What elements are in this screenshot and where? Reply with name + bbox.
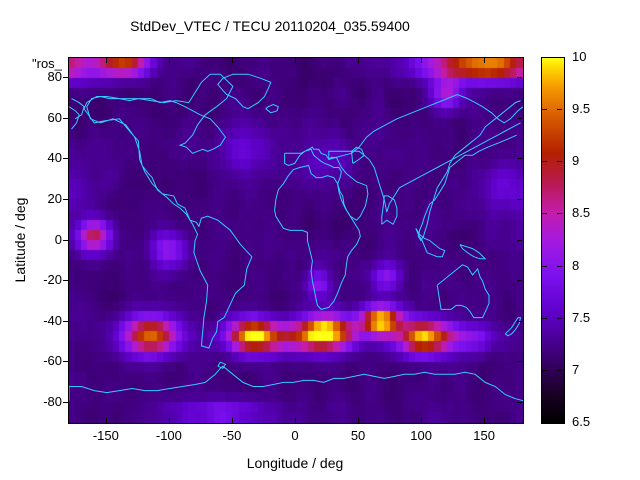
x-tick-label: 50 xyxy=(350,428,366,443)
y-tick-label: -60 xyxy=(43,353,62,369)
x-tick-mark xyxy=(421,418,422,423)
y-tick-mark xyxy=(517,402,522,403)
y-tick-mark xyxy=(63,77,68,78)
heatmap-plot-area[interactable] xyxy=(68,57,524,424)
x-tick-mark xyxy=(484,418,485,423)
colorbar-tick-mark xyxy=(557,266,562,267)
x-tick-label: -150 xyxy=(92,428,119,443)
y-tick-label: -40 xyxy=(43,312,62,328)
y-tick-label: -20 xyxy=(43,272,62,288)
colorbar-tick-label: 9.5 xyxy=(572,101,591,117)
y-tick-mark xyxy=(63,280,68,281)
y-tick-mark xyxy=(517,77,522,78)
x-tick-mark xyxy=(106,58,107,63)
y-tick-label: 80 xyxy=(47,69,62,85)
x-tick-mark xyxy=(295,58,296,63)
x-tick-mark xyxy=(232,418,233,423)
x-tick-mark xyxy=(106,418,107,423)
y-tick-mark xyxy=(63,199,68,200)
y-tick-mark xyxy=(63,321,68,322)
colorbar-tick-mark xyxy=(542,161,547,162)
colorbar-tick-label: 6.5 xyxy=(572,414,591,429)
x-tick-mark xyxy=(295,418,296,423)
y-tick-label: -80 xyxy=(43,393,62,409)
colorbar-tick-mark xyxy=(542,266,547,267)
y-tick-mark xyxy=(517,240,522,241)
colorbar-tick-mark xyxy=(557,213,562,214)
colorbar[interactable] xyxy=(541,57,565,424)
y-tick-label: 20 xyxy=(47,190,62,206)
y-tick-mark xyxy=(517,280,522,281)
y-tick-mark xyxy=(63,402,68,403)
x-tick-mark xyxy=(169,418,170,423)
colorbar-tick-mark xyxy=(542,213,547,214)
x-axis-title: Longitude / deg xyxy=(246,455,344,471)
x-tick-mark xyxy=(358,418,359,423)
colorbar-tick-label: 7.5 xyxy=(572,309,591,325)
x-tick-mark xyxy=(358,58,359,63)
colorbar-tick-mark xyxy=(542,318,547,319)
x-tick-mark xyxy=(169,58,170,63)
colorbar-tick-label: 7 xyxy=(572,361,580,377)
colorbar-tick-mark xyxy=(542,109,547,110)
colorbar-tick-label: 10 xyxy=(572,49,587,64)
x-tick-label: 0 xyxy=(291,428,299,443)
y-tick-mark xyxy=(517,199,522,200)
y-tick-label: 0 xyxy=(54,231,62,247)
y-tick-label: 60 xyxy=(47,109,62,125)
y-axis-title: Latitude / deg xyxy=(12,197,28,283)
y-tick-label: 40 xyxy=(47,150,62,166)
heatmap-canvas xyxy=(69,58,523,423)
overlapping-text-artifact: "ros_ xyxy=(32,56,62,71)
plot-title: StdDev_VTEC / TECU 20110204_035.59400 xyxy=(130,18,410,34)
y-tick-mark xyxy=(63,158,68,159)
x-tick-mark xyxy=(484,58,485,63)
y-tick-mark xyxy=(517,158,522,159)
y-tick-mark xyxy=(63,118,68,119)
x-tick-label: 150 xyxy=(473,428,495,443)
colorbar-tick-mark xyxy=(557,109,562,110)
x-tick-mark xyxy=(421,58,422,63)
colorbar-gradient xyxy=(542,58,564,423)
colorbar-tick-label: 9 xyxy=(572,153,580,169)
y-tick-mark xyxy=(517,361,522,362)
colorbar-tick-mark xyxy=(557,370,562,371)
y-tick-mark xyxy=(517,118,522,119)
x-tick-label: -100 xyxy=(155,428,182,443)
colorbar-tick-label: 8 xyxy=(572,257,580,273)
y-axis-tick-labels: 80 60 40 20 0 -20 -40 -60 -80 xyxy=(0,0,62,480)
x-tick-label: 100 xyxy=(410,428,432,443)
colorbar-tick-mark xyxy=(557,318,562,319)
y-tick-mark xyxy=(517,321,522,322)
x-tick-mark xyxy=(232,58,233,63)
y-tick-mark xyxy=(63,361,68,362)
x-tick-label: -50 xyxy=(222,428,242,443)
colorbar-tick-mark xyxy=(542,370,547,371)
colorbar-tick-label: 8.5 xyxy=(572,205,591,221)
y-tick-mark xyxy=(63,240,68,241)
colorbar-tick-mark xyxy=(557,161,562,162)
